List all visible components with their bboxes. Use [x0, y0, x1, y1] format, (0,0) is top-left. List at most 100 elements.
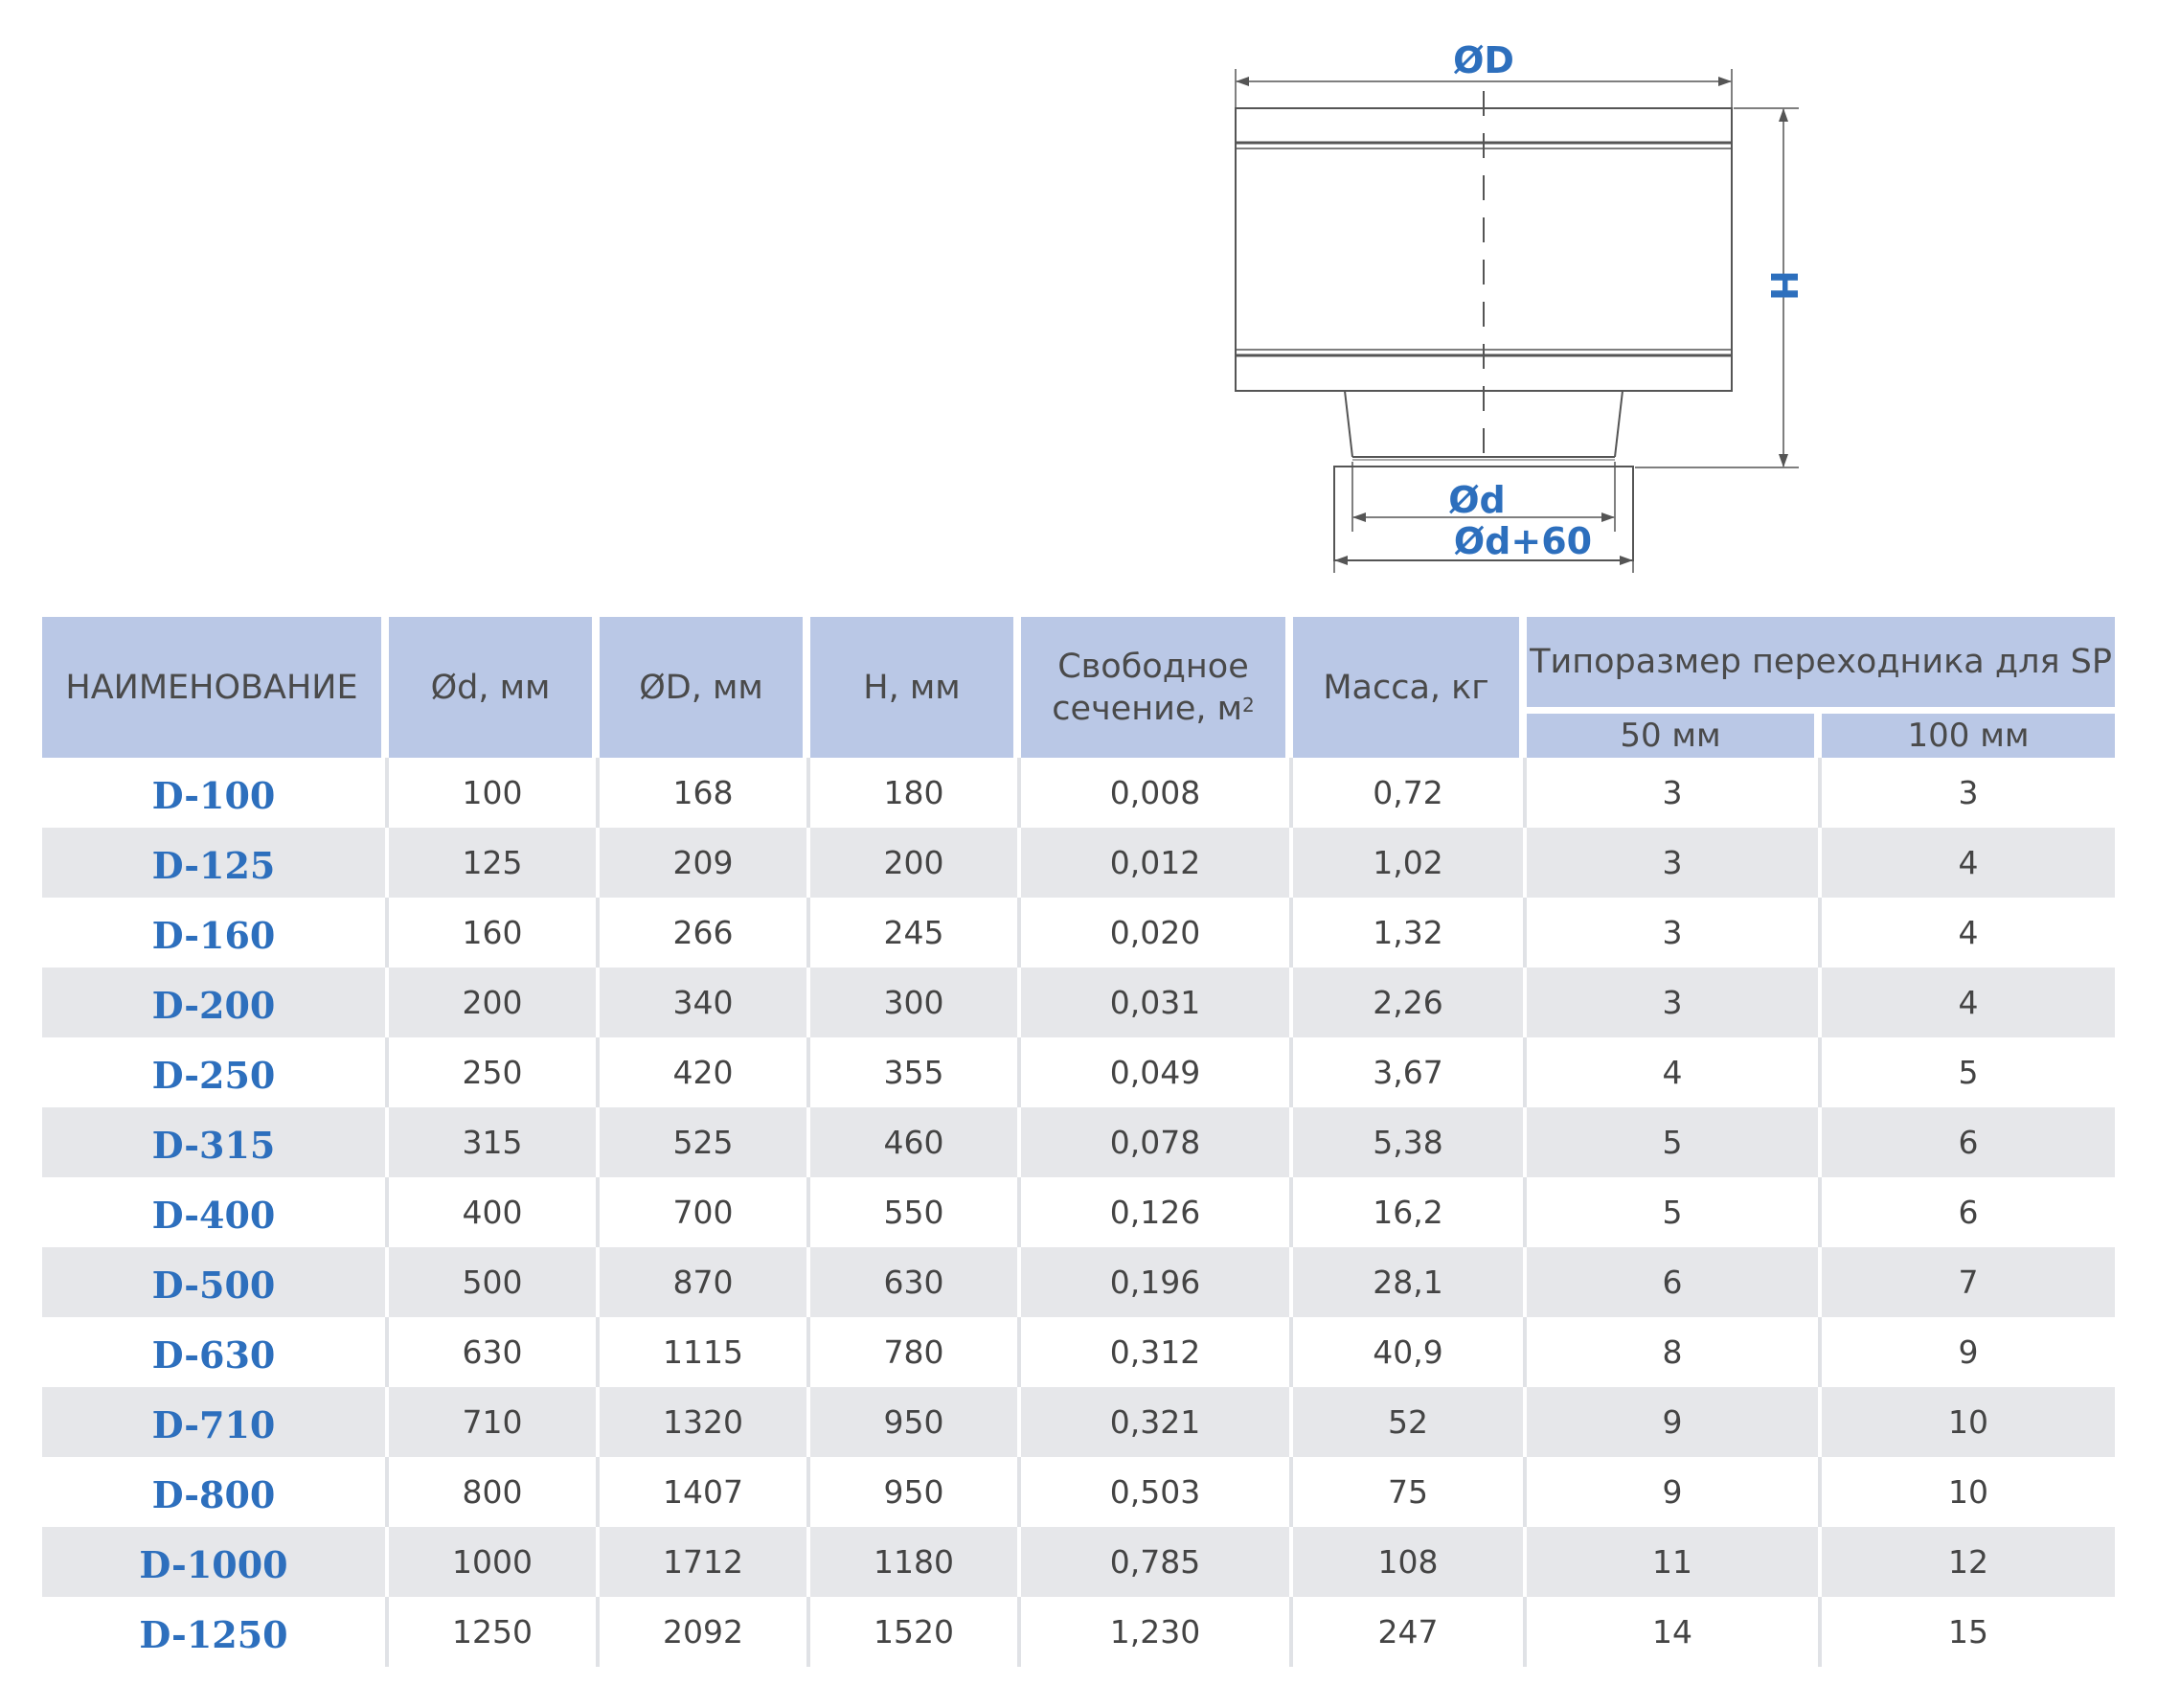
- cell-height: 245: [810, 898, 1021, 968]
- cell-outer-diameter: 209: [600, 828, 810, 898]
- cell-inner-diameter: 1000: [389, 1527, 600, 1597]
- cell-adapter-50: 8: [1527, 1317, 1822, 1387]
- cell-inner-diameter: 125: [389, 828, 600, 898]
- cell-mass: 3,67: [1293, 1037, 1527, 1107]
- cell-inner-diameter: 400: [389, 1177, 600, 1247]
- cell-mass: 16,2: [1293, 1177, 1527, 1247]
- cell-adapter-100: 4: [1822, 828, 2116, 898]
- header-name: НАИМЕНОВАНИЕ: [42, 617, 389, 758]
- table-row: D-250 250 420 355 0,049 3,67 4 5: [42, 1037, 2116, 1107]
- header-free-section-line2: сечение, м: [1052, 689, 1243, 728]
- cell-outer-diameter: 1712: [600, 1527, 810, 1597]
- cell-product-name: D-800: [42, 1457, 389, 1527]
- table-row: D-400 400 700 550 0,126 16,2 5 6: [42, 1177, 2116, 1247]
- cell-mass: 2,26: [1293, 968, 1527, 1037]
- cell-product-name: D-400: [42, 1177, 389, 1247]
- table-body: D-100 100 168 180 0,008 0,72 3 3 D-125 125 209 200 0…: [42, 758, 2116, 1667]
- cell-outer-diameter: 700: [600, 1177, 810, 1247]
- cell-mass: 1,32: [1293, 898, 1527, 968]
- cell-free-section: 0,008: [1021, 758, 1293, 828]
- table-row: D-125 125 209 200 0,012 1,02 3 4: [42, 828, 2116, 898]
- header-adapter-100: 100 мм: [1822, 714, 2116, 758]
- cell-mass: 75: [1293, 1457, 1527, 1527]
- cell-height: 1520: [810, 1597, 1021, 1667]
- table-row: D-630 630 1115 780 0,312 40,9 8 9: [42, 1317, 2116, 1387]
- cell-height: 180: [810, 758, 1021, 828]
- product-name-text: D-800: [151, 1473, 276, 1516]
- header-free-section-line1: Свободное: [1057, 647, 1249, 686]
- cell-adapter-50: 4: [1527, 1037, 1822, 1107]
- table-row: D-315 315 525 460 0,078 5,38 5 6: [42, 1107, 2116, 1177]
- dim-label-H: H: [1762, 270, 1805, 301]
- cell-mass: 28,1: [1293, 1247, 1527, 1317]
- cell-product-name: D-1250: [42, 1597, 389, 1667]
- deflector-outline: [1235, 91, 1733, 561]
- cell-adapter-50: 3: [1527, 758, 1822, 828]
- cell-height: 780: [810, 1317, 1021, 1387]
- cell-outer-diameter: 1115: [600, 1317, 810, 1387]
- header-free-section: Свободное сечение, м2: [1021, 617, 1293, 758]
- cell-inner-diameter: 710: [389, 1387, 600, 1457]
- table-row: D-1250 1250 2092 1520 1,230 247 14 15: [42, 1597, 2116, 1667]
- cell-adapter-50: 3: [1527, 968, 1822, 1037]
- cell-adapter-100: 6: [1822, 1177, 2116, 1247]
- product-name-text: D-400: [151, 1194, 276, 1237]
- table-row: D-500 500 870 630 0,196 28,1 6 7: [42, 1247, 2116, 1317]
- header-adapter-50: 50 мм: [1527, 714, 1822, 758]
- cell-adapter-50: 3: [1527, 898, 1822, 968]
- cell-inner-diameter: 800: [389, 1457, 600, 1527]
- cell-outer-diameter: 340: [600, 968, 810, 1037]
- cell-height: 200: [810, 828, 1021, 898]
- cell-outer-diameter: 525: [600, 1107, 810, 1177]
- cell-outer-diameter: 420: [600, 1037, 810, 1107]
- cell-adapter-50: 9: [1527, 1457, 1822, 1527]
- cell-adapter-50: 3: [1527, 828, 1822, 898]
- product-name-text: D-630: [151, 1333, 276, 1377]
- cell-product-name: D-250: [42, 1037, 389, 1107]
- table-row: D-710 710 1320 950 0,321 52 9 10: [42, 1387, 2116, 1457]
- header-adapter-group: Типоразмер переходника для SP: [1527, 617, 2116, 714]
- header-inner-diameter: Ød, мм: [389, 617, 600, 758]
- cell-height: 950: [810, 1457, 1021, 1527]
- table-header-row: НАИМЕНОВАНИЕ Ød, мм ØD, мм H, мм Свободн…: [42, 617, 2116, 758]
- cell-adapter-100: 15: [1822, 1597, 2116, 1667]
- cell-product-name: D-100: [42, 758, 389, 828]
- cell-free-section: 0,078: [1021, 1107, 1293, 1177]
- header-free-section-sup: 2: [1242, 693, 1255, 717]
- cell-product-name: D-500: [42, 1247, 389, 1317]
- product-name-text: D-1250: [139, 1613, 288, 1656]
- cell-free-section: 0,321: [1021, 1387, 1293, 1457]
- cell-product-name: D-200: [42, 968, 389, 1037]
- table-row: D-200 200 340 300 0,031 2,26 3 4: [42, 968, 2116, 1037]
- product-name-text: D-100: [151, 774, 276, 817]
- cell-inner-diameter: 500: [389, 1247, 600, 1317]
- cell-adapter-50: 5: [1527, 1107, 1822, 1177]
- specification-table: НАИМЕНОВАНИЕ Ød, мм ØD, мм H, мм Свободн…: [42, 617, 2116, 1667]
- cell-free-section: 0,049: [1021, 1037, 1293, 1107]
- cell-free-section: 0,012: [1021, 828, 1293, 898]
- product-name-text: D-200: [151, 984, 276, 1027]
- cell-outer-diameter: 266: [600, 898, 810, 968]
- cell-adapter-100: 12: [1822, 1527, 2116, 1597]
- product-name-text: D-160: [151, 914, 276, 957]
- product-name-text: D-710: [151, 1403, 276, 1446]
- cell-outer-diameter: 168: [600, 758, 810, 828]
- dim-label-D: ØD: [1453, 39, 1514, 81]
- cell-free-section: 1,230: [1021, 1597, 1293, 1667]
- table-subheader-row: 50 мм 100 мм: [42, 714, 2116, 758]
- table-row: D-160 160 266 245 0,020 1,32 3 4: [42, 898, 2116, 968]
- header-height: H, мм: [810, 617, 1021, 758]
- cell-free-section: 0,196: [1021, 1247, 1293, 1317]
- cell-adapter-50: 5: [1527, 1177, 1822, 1247]
- dim-label-d-plus-60: Ød+60: [1454, 520, 1592, 562]
- cell-outer-diameter: 1320: [600, 1387, 810, 1457]
- dim-label-d: Ød: [1448, 479, 1506, 521]
- cell-height: 550: [810, 1177, 1021, 1247]
- cell-mass: 40,9: [1293, 1317, 1527, 1387]
- product-name-text: D-250: [151, 1054, 276, 1097]
- cell-adapter-100: 7: [1822, 1247, 2116, 1317]
- cell-adapter-50: 11: [1527, 1527, 1822, 1597]
- cell-adapter-100: 3: [1822, 758, 2116, 828]
- cell-height: 950: [810, 1387, 1021, 1457]
- header-outer-diameter: ØD, мм: [600, 617, 810, 758]
